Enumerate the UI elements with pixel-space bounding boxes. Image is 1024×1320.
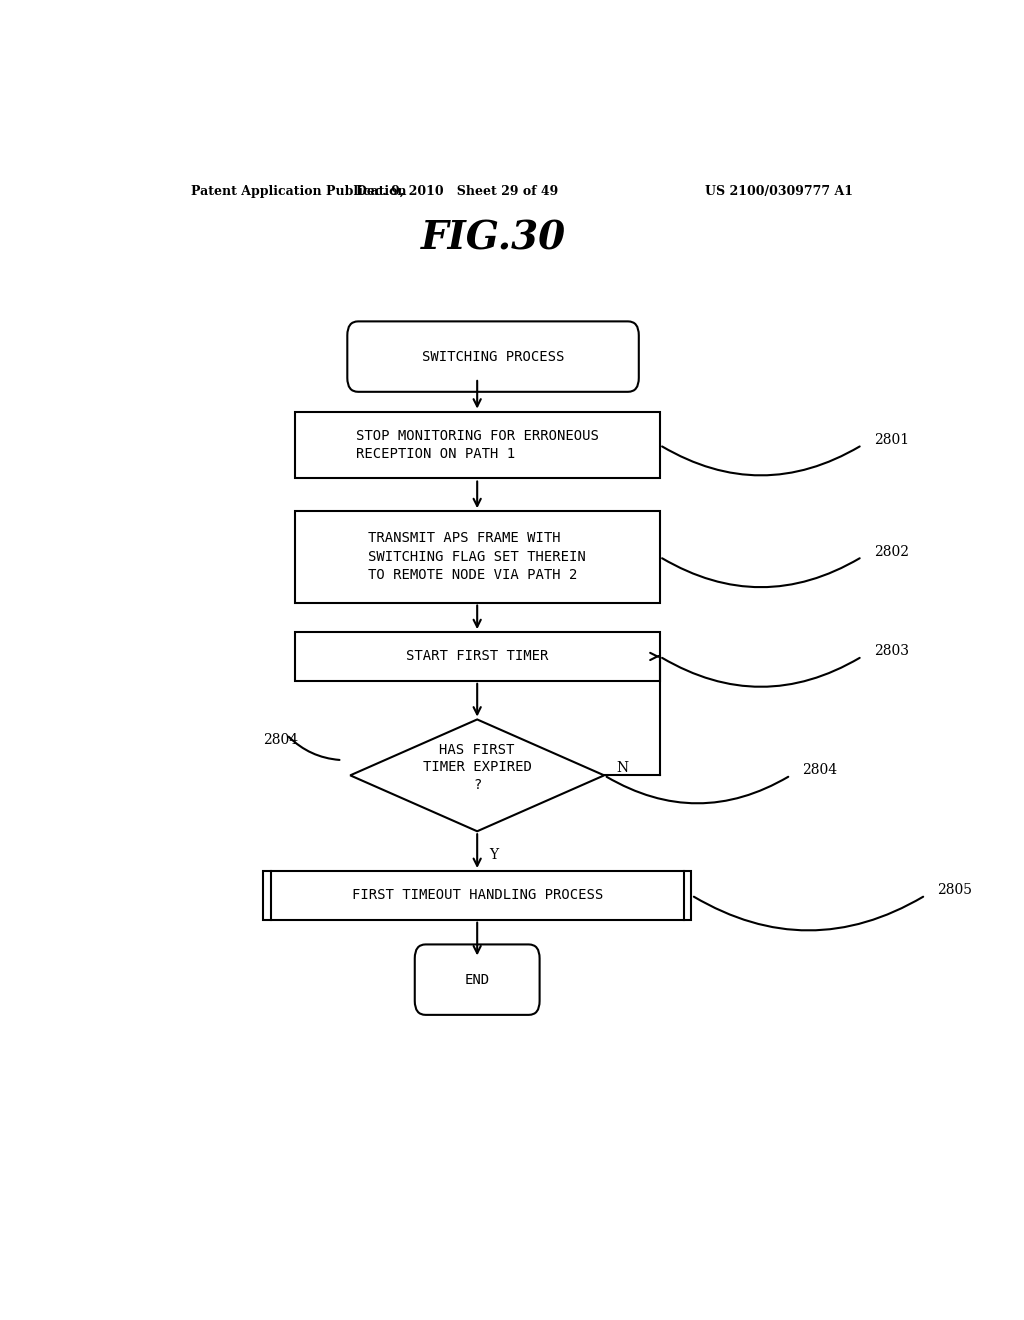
Text: START FIRST TIMER: START FIRST TIMER — [406, 649, 549, 664]
Text: END: END — [465, 973, 489, 986]
Bar — [295, 511, 659, 602]
FancyBboxPatch shape — [347, 321, 639, 392]
Text: HAS FIRST
TIMER EXPIRED
?: HAS FIRST TIMER EXPIRED ? — [423, 743, 531, 792]
Text: 2805: 2805 — [938, 883, 973, 898]
Text: N: N — [616, 762, 628, 775]
Text: TRANSMIT APS FRAME WITH
SWITCHING FLAG SET THEREIN
TO REMOTE NODE VIA PATH 2: TRANSMIT APS FRAME WITH SWITCHING FLAG S… — [369, 532, 586, 582]
Text: SWITCHING PROCESS: SWITCHING PROCESS — [422, 350, 564, 363]
Text: Patent Application Publication: Patent Application Publication — [191, 185, 407, 198]
Bar — [295, 412, 659, 478]
Text: STOP MONITORING FOR ERRONEOUS
RECEPTION ON PATH 1: STOP MONITORING FOR ERRONEOUS RECEPTION … — [355, 429, 599, 461]
Bar — [263, 871, 691, 920]
Polygon shape — [350, 719, 604, 832]
FancyBboxPatch shape — [415, 944, 540, 1015]
Text: 2803: 2803 — [874, 644, 909, 659]
Text: US 2100/0309777 A1: US 2100/0309777 A1 — [705, 185, 853, 198]
Text: 2802: 2802 — [874, 545, 909, 558]
Text: FIRST TIMEOUT HANDLING PROCESS: FIRST TIMEOUT HANDLING PROCESS — [351, 888, 603, 903]
Text: Y: Y — [489, 847, 499, 862]
Text: 2801: 2801 — [874, 433, 909, 447]
Bar — [295, 632, 659, 681]
Text: FIG.30: FIG.30 — [421, 219, 565, 257]
Text: Dec. 9, 2010   Sheet 29 of 49: Dec. 9, 2010 Sheet 29 of 49 — [356, 185, 558, 198]
Text: 2804: 2804 — [263, 733, 298, 747]
Text: 2804: 2804 — [803, 763, 838, 777]
